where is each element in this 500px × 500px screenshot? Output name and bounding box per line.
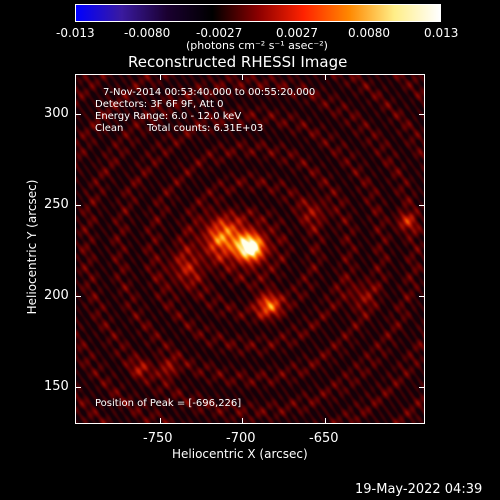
y-axis-tick bbox=[75, 387, 81, 388]
energy-range-text: Energy Range: 6.0 - 12.0 keV bbox=[95, 111, 242, 122]
y-axis-label: Heliocentric Y (arcsec) bbox=[25, 179, 39, 315]
x-axis-tick bbox=[242, 418, 243, 424]
x-axis-tick bbox=[325, 74, 326, 80]
x-axis-tick bbox=[325, 418, 326, 424]
x-axis-tick bbox=[160, 418, 161, 424]
colorbar-tick-label: 0.0027 bbox=[276, 26, 318, 40]
colorbar bbox=[75, 4, 441, 22]
y-tick-label: 150 bbox=[44, 379, 69, 394]
y-axis-tick bbox=[75, 205, 81, 206]
y-tick-label: 200 bbox=[44, 288, 69, 303]
plot-title: Reconstructed RHESSI Image bbox=[128, 53, 348, 71]
time-range-text: 7-Nov-2014 00:53:40.000 to 00:55:20.000 bbox=[103, 87, 316, 98]
footer-timestamp: 19-May-2022 04:39 bbox=[355, 482, 483, 497]
detectors-text: Detectors: 3F 6F 9F, Att 0 bbox=[95, 99, 224, 110]
total-counts-text: Total counts: 6.31E+03 bbox=[147, 123, 264, 134]
y-axis-tick bbox=[75, 114, 81, 115]
x-axis-label: Heliocentric X (arcsec) bbox=[172, 447, 308, 461]
colorbar-tick-label: -0.0027 bbox=[196, 26, 243, 40]
y-axis-tick bbox=[419, 205, 425, 206]
x-tick-label: -650 bbox=[309, 431, 339, 446]
rhessi-image-map bbox=[76, 75, 424, 423]
y-tick-label: 250 bbox=[44, 197, 69, 212]
y-tick-label: 300 bbox=[44, 106, 69, 121]
colorbar-tick-label: 0.013 bbox=[424, 26, 459, 40]
x-axis-tick bbox=[160, 74, 161, 80]
colorbar-tick-label: -0.0080 bbox=[124, 26, 171, 40]
y-axis-tick bbox=[419, 296, 425, 297]
x-tick-label: -750 bbox=[143, 431, 173, 446]
x-tick-label: -700 bbox=[226, 431, 256, 446]
x-axis-tick bbox=[242, 74, 243, 80]
colorbar-tick-label: 0.0080 bbox=[348, 26, 390, 40]
image-plot-frame: 7-Nov-2014 00:53:40.000 to 00:55:20.000 … bbox=[75, 74, 425, 424]
colorbar-unit-label: (photons cm⁻² s⁻¹ asec⁻²) bbox=[186, 39, 328, 52]
peak-position-text: Position of Peak = [-696,226] bbox=[95, 398, 242, 409]
y-axis-tick bbox=[419, 114, 425, 115]
y-axis-tick bbox=[419, 387, 425, 388]
colorbar-tick-label: -0.013 bbox=[56, 26, 95, 40]
y-axis-tick bbox=[75, 296, 81, 297]
clean-label: Clean bbox=[95, 123, 124, 134]
